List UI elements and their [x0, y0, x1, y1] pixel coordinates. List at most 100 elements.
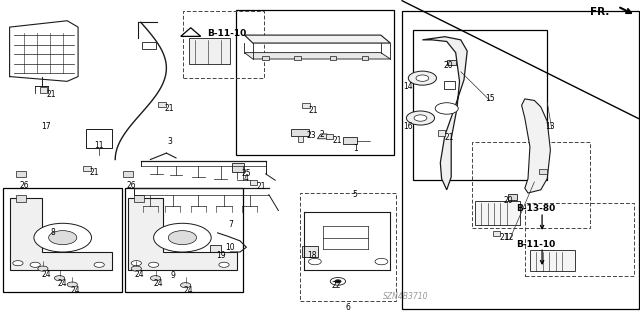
Circle shape: [416, 75, 429, 81]
Circle shape: [154, 223, 211, 252]
Bar: [123, 171, 133, 177]
Bar: [530, 250, 575, 271]
Text: 21: 21: [165, 104, 174, 113]
Text: 10: 10: [225, 243, 236, 252]
Bar: [125, 188, 243, 292]
Text: 15: 15: [484, 94, 495, 103]
Circle shape: [94, 262, 104, 267]
Circle shape: [131, 261, 141, 266]
Circle shape: [219, 262, 229, 267]
Circle shape: [435, 103, 458, 114]
Text: 8: 8: [50, 228, 55, 237]
Bar: [40, 87, 47, 93]
Circle shape: [67, 282, 77, 287]
Circle shape: [148, 262, 159, 267]
Bar: [83, 166, 91, 171]
Text: 21: 21: [90, 168, 99, 177]
Bar: [413, 30, 547, 180]
Text: 25: 25: [241, 169, 252, 178]
Bar: [493, 231, 500, 236]
Bar: [294, 56, 301, 60]
Circle shape: [34, 223, 92, 252]
Bar: [158, 102, 166, 107]
Circle shape: [13, 261, 23, 266]
Circle shape: [150, 276, 161, 281]
Text: 5: 5: [353, 190, 358, 199]
Text: 20: 20: [443, 61, 453, 70]
Polygon shape: [422, 37, 467, 190]
Bar: [472, 142, 590, 228]
Circle shape: [54, 276, 65, 281]
Text: 17: 17: [41, 122, 51, 130]
Polygon shape: [522, 99, 550, 193]
Text: 11: 11: [95, 141, 104, 150]
Text: 23: 23: [307, 131, 317, 140]
Bar: [291, 129, 309, 136]
Text: 20: 20: [504, 197, 514, 205]
Bar: [508, 194, 517, 200]
Bar: [343, 137, 357, 144]
Text: B-11-10: B-11-10: [207, 29, 246, 38]
Text: B-11-10: B-11-10: [516, 240, 556, 249]
Text: SZN4B3710: SZN4B3710: [383, 293, 428, 301]
Text: 26: 26: [126, 181, 136, 189]
Circle shape: [180, 283, 191, 288]
Text: 12: 12: [504, 233, 513, 242]
Bar: [183, 11, 264, 78]
Bar: [300, 193, 396, 301]
Polygon shape: [244, 35, 390, 43]
Text: 24: 24: [70, 286, 81, 295]
Bar: [447, 60, 456, 65]
Text: 4: 4: [244, 174, 249, 183]
Text: 21: 21: [445, 133, 454, 142]
Text: B-13-80: B-13-80: [516, 204, 556, 213]
Polygon shape: [128, 198, 237, 270]
Text: 26: 26: [19, 181, 29, 189]
Text: 16: 16: [403, 122, 413, 130]
Bar: [210, 245, 221, 253]
Bar: [444, 81, 455, 89]
Text: 14: 14: [403, 82, 413, 91]
Circle shape: [408, 71, 436, 85]
Bar: [326, 134, 333, 139]
Polygon shape: [317, 134, 330, 139]
Bar: [262, 56, 269, 60]
Circle shape: [335, 280, 341, 283]
Bar: [362, 56, 368, 60]
Bar: [298, 136, 303, 142]
Bar: [302, 246, 318, 257]
Text: 21: 21: [47, 90, 56, 99]
Text: 24: 24: [41, 270, 51, 279]
Bar: [402, 11, 639, 309]
Text: 24: 24: [154, 279, 164, 288]
Text: 9: 9: [170, 271, 175, 280]
Circle shape: [414, 115, 427, 121]
Text: 13: 13: [545, 122, 556, 130]
Bar: [250, 180, 257, 185]
Bar: [475, 201, 520, 225]
Bar: [302, 103, 310, 108]
Text: FR.: FR.: [590, 7, 609, 17]
Text: 24: 24: [184, 286, 194, 295]
Bar: [16, 171, 26, 177]
Text: 19: 19: [216, 251, 226, 260]
Text: 21: 21: [309, 106, 318, 115]
Bar: [232, 163, 244, 172]
Circle shape: [30, 262, 40, 267]
Text: 3: 3: [167, 137, 172, 146]
Text: 7: 7: [228, 220, 233, 229]
Text: 24: 24: [58, 279, 68, 288]
Circle shape: [131, 266, 141, 271]
Text: 21: 21: [500, 233, 509, 242]
Bar: [236, 10, 394, 155]
Bar: [86, 129, 112, 148]
Bar: [330, 56, 336, 60]
Circle shape: [406, 111, 435, 125]
Text: 22: 22: [332, 281, 341, 290]
Bar: [189, 38, 230, 64]
Text: 1: 1: [353, 144, 358, 153]
Text: 18: 18: [307, 251, 316, 260]
Text: 24: 24: [134, 270, 145, 279]
Circle shape: [49, 231, 77, 245]
Text: 21: 21: [257, 182, 266, 191]
